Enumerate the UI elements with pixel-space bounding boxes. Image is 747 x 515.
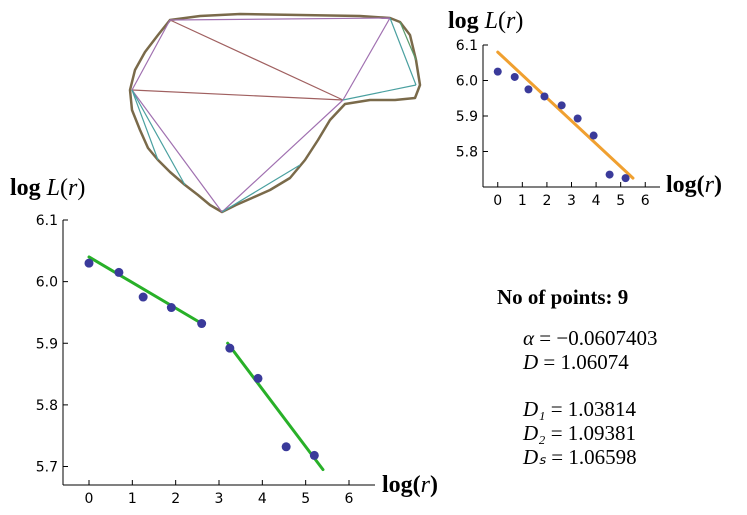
edge (342, 84, 417, 101)
d-name: D (523, 350, 539, 374)
x-tick-label: 3 (215, 491, 224, 507)
ds-value: = 1.06598 (551, 445, 637, 469)
x-tick-label: 1 (128, 491, 137, 507)
stats-title-label: No of points: (497, 285, 613, 309)
x-tick-label: 1 (518, 193, 527, 209)
data-point (510, 72, 519, 81)
d-value: = 1.06074 (543, 350, 629, 374)
data-point (138, 292, 148, 302)
edge (389, 17, 417, 86)
edge (342, 17, 391, 101)
x-tick-label: 6 (345, 491, 354, 507)
x-tick-label: 5 (616, 193, 625, 209)
ds-name: Dₛ (523, 445, 546, 469)
x-tick-label: 2 (171, 491, 180, 507)
y-tick-label: 6.1 (456, 38, 478, 54)
data-point (166, 303, 176, 313)
x-tick-label: 4 (258, 491, 267, 507)
d1-value: = 1.03814 (550, 397, 637, 421)
data-point (589, 131, 598, 140)
x-axis-label: log(r) (382, 472, 438, 498)
data-point (605, 170, 614, 179)
data-point (253, 373, 263, 383)
alpha-stat: α = −0.0607403 (523, 327, 657, 349)
edge (399, 21, 417, 61)
data-point (540, 92, 549, 101)
data-point (493, 67, 502, 76)
d1-stat: D₁ = 1.03814 (523, 398, 636, 420)
edge (131, 19, 171, 91)
stats-title-value: 9 (617, 285, 629, 309)
fit-line (87, 255, 206, 327)
x-tick-label: 6 (641, 193, 650, 209)
x-tick-label: 4 (592, 193, 601, 209)
alpha-value: = −0.0607403 (539, 326, 658, 350)
stats-title: No of points: 9 (497, 285, 628, 310)
triangulation-edges (131, 17, 417, 213)
fit-line (226, 341, 325, 472)
x-tick-label: 5 (301, 491, 310, 507)
edge (221, 99, 344, 213)
edge (131, 89, 223, 213)
x-tick-label: 3 (567, 193, 576, 209)
d-stat: D = 1.06074 (523, 351, 629, 373)
ds-stat: Dₛ = 1.06598 (523, 446, 637, 468)
y-tick-label: 5.7 (36, 460, 58, 476)
polygon-triangulation-icon (128, 12, 422, 214)
y-tick-label: 5.8 (456, 145, 478, 161)
edge (221, 164, 301, 213)
data-point (524, 85, 533, 94)
d2-value: = 1.09381 (550, 421, 637, 445)
x-tick-label: 2 (542, 193, 551, 209)
d2-stat: D₂ = 1.09381 (523, 422, 636, 444)
y-tick-label: 5.9 (36, 336, 58, 352)
main-chart: 5.7 5.8 5.9 6.0 6.1 0 1 2 3 4 5 6 log L(r) log(r) (10, 175, 438, 507)
d2-name: D₂ (523, 421, 546, 445)
y-axis-label: log L(r) (448, 8, 523, 34)
data-point (573, 114, 582, 123)
x-tick-label: 0 (85, 491, 94, 507)
edge (131, 89, 186, 186)
y-tick-label: 5.9 (456, 109, 478, 125)
inset-chart: 5.8 5.9 6.0 6.1 0 1 2 3 4 5 6 log L(r) log(r) (448, 8, 722, 209)
data-point (281, 442, 291, 452)
y-tick-label: 6.1 (36, 213, 58, 229)
data-point (114, 267, 124, 277)
y-axis-label: log L(r) (10, 175, 85, 201)
data-point (309, 450, 319, 460)
d1-name: D₁ (523, 397, 546, 421)
alpha-name: α (523, 326, 535, 350)
y-tick-label: 6.0 (456, 74, 478, 90)
data-point (197, 319, 207, 329)
edge (131, 89, 159, 161)
y-tick-label: 5.8 (36, 398, 58, 414)
shape-outline (128, 12, 422, 214)
data-point (225, 343, 235, 353)
fit-line (496, 50, 635, 180)
edge (169, 17, 391, 21)
y-tick-label: 6.0 (36, 275, 58, 291)
data-point (557, 101, 566, 110)
x-axis-label: log(r) (666, 172, 722, 198)
data-point (84, 258, 94, 268)
x-tick-label: 0 (493, 193, 502, 209)
edge (131, 89, 344, 101)
edge (169, 19, 344, 101)
data-point (621, 174, 630, 183)
